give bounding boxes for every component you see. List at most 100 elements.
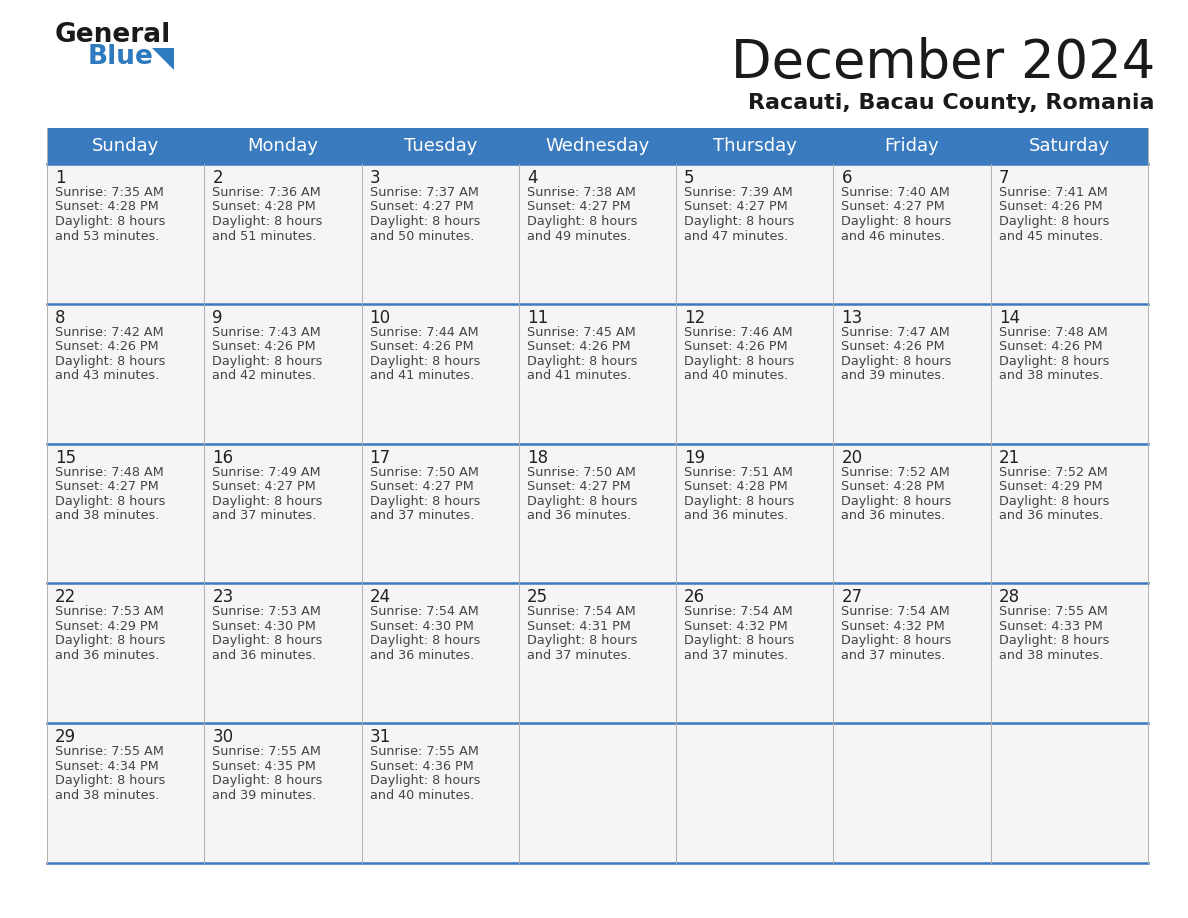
Bar: [48, 304, 1148, 443]
Text: and 51 minutes.: and 51 minutes.: [213, 230, 317, 242]
Text: Sunset: 4:27 PM: Sunset: 4:27 PM: [684, 200, 788, 214]
Text: 29: 29: [55, 728, 76, 746]
Text: Daylight: 8 hours: Daylight: 8 hours: [55, 215, 165, 228]
Text: Daylight: 8 hours: Daylight: 8 hours: [213, 634, 323, 647]
Text: Daylight: 8 hours: Daylight: 8 hours: [55, 774, 165, 788]
Text: Daylight: 8 hours: Daylight: 8 hours: [369, 215, 480, 228]
Text: 30: 30: [213, 728, 233, 746]
Text: Sunset: 4:29 PM: Sunset: 4:29 PM: [55, 620, 159, 633]
Text: Sunset: 4:27 PM: Sunset: 4:27 PM: [526, 480, 631, 493]
Text: 18: 18: [526, 449, 548, 466]
Text: and 38 minutes.: and 38 minutes.: [55, 789, 159, 801]
Text: Sunset: 4:26 PM: Sunset: 4:26 PM: [55, 341, 159, 353]
Text: and 36 minutes.: and 36 minutes.: [526, 509, 631, 522]
Text: Daylight: 8 hours: Daylight: 8 hours: [369, 495, 480, 508]
Text: Daylight: 8 hours: Daylight: 8 hours: [55, 495, 165, 508]
Text: and 39 minutes.: and 39 minutes.: [213, 789, 316, 801]
Text: and 47 minutes.: and 47 minutes.: [684, 230, 789, 242]
Text: Daylight: 8 hours: Daylight: 8 hours: [684, 215, 795, 228]
Text: Sunrise: 7:43 AM: Sunrise: 7:43 AM: [213, 326, 321, 339]
Text: Sunrise: 7:55 AM: Sunrise: 7:55 AM: [999, 605, 1107, 619]
Text: Sunrise: 7:51 AM: Sunrise: 7:51 AM: [684, 465, 794, 478]
Text: 4: 4: [526, 169, 537, 187]
Text: Racauti, Bacau County, Romania: Racauti, Bacau County, Romania: [748, 93, 1155, 113]
Bar: [48, 723, 1148, 863]
Text: Daylight: 8 hours: Daylight: 8 hours: [526, 354, 637, 368]
Text: Sunset: 4:33 PM: Sunset: 4:33 PM: [999, 620, 1102, 633]
Text: Wednesday: Wednesday: [545, 137, 650, 155]
Text: Sunrise: 7:48 AM: Sunrise: 7:48 AM: [999, 326, 1107, 339]
Text: and 36 minutes.: and 36 minutes.: [684, 509, 789, 522]
Text: Sunset: 4:36 PM: Sunset: 4:36 PM: [369, 760, 473, 773]
Text: Monday: Monday: [247, 137, 318, 155]
Text: Sunrise: 7:38 AM: Sunrise: 7:38 AM: [526, 186, 636, 199]
Text: Sunrise: 7:39 AM: Sunrise: 7:39 AM: [684, 186, 792, 199]
Text: 6: 6: [841, 169, 852, 187]
Text: Sunrise: 7:48 AM: Sunrise: 7:48 AM: [55, 465, 164, 478]
Text: 22: 22: [55, 588, 76, 607]
Text: and 36 minutes.: and 36 minutes.: [55, 649, 159, 662]
Text: 14: 14: [999, 308, 1019, 327]
Text: 2: 2: [213, 169, 223, 187]
Text: Daylight: 8 hours: Daylight: 8 hours: [369, 634, 480, 647]
Text: Sunrise: 7:53 AM: Sunrise: 7:53 AM: [55, 605, 164, 619]
Text: Sunrise: 7:54 AM: Sunrise: 7:54 AM: [526, 605, 636, 619]
Text: Daylight: 8 hours: Daylight: 8 hours: [213, 215, 323, 228]
Text: Sunset: 4:34 PM: Sunset: 4:34 PM: [55, 760, 159, 773]
Text: Daylight: 8 hours: Daylight: 8 hours: [369, 774, 480, 788]
Text: 10: 10: [369, 308, 391, 327]
Text: Sunrise: 7:36 AM: Sunrise: 7:36 AM: [213, 186, 321, 199]
Text: 9: 9: [213, 308, 223, 327]
Text: and 42 minutes.: and 42 minutes.: [213, 369, 316, 382]
Text: and 40 minutes.: and 40 minutes.: [369, 789, 474, 801]
Text: Daylight: 8 hours: Daylight: 8 hours: [999, 354, 1110, 368]
Text: Sunset: 4:30 PM: Sunset: 4:30 PM: [369, 620, 474, 633]
Text: and 40 minutes.: and 40 minutes.: [684, 369, 789, 382]
Text: 21: 21: [999, 449, 1020, 466]
Text: 23: 23: [213, 588, 234, 607]
Text: 16: 16: [213, 449, 233, 466]
Text: Sunset: 4:28 PM: Sunset: 4:28 PM: [841, 480, 946, 493]
Text: 3: 3: [369, 169, 380, 187]
Text: Daylight: 8 hours: Daylight: 8 hours: [841, 354, 952, 368]
Text: and 53 minutes.: and 53 minutes.: [55, 230, 159, 242]
Text: and 41 minutes.: and 41 minutes.: [369, 369, 474, 382]
Text: December 2024: December 2024: [731, 37, 1155, 89]
Text: and 39 minutes.: and 39 minutes.: [841, 369, 946, 382]
Text: Sunset: 4:27 PM: Sunset: 4:27 PM: [841, 200, 946, 214]
Text: and 36 minutes.: and 36 minutes.: [841, 509, 946, 522]
Text: Sunset: 4:28 PM: Sunset: 4:28 PM: [55, 200, 159, 214]
Text: Friday: Friday: [885, 137, 940, 155]
Text: Daylight: 8 hours: Daylight: 8 hours: [684, 354, 795, 368]
Text: 17: 17: [369, 449, 391, 466]
Text: Sunrise: 7:52 AM: Sunrise: 7:52 AM: [999, 465, 1107, 478]
Text: 1: 1: [55, 169, 65, 187]
Text: Sunset: 4:32 PM: Sunset: 4:32 PM: [841, 620, 946, 633]
Text: Daylight: 8 hours: Daylight: 8 hours: [684, 495, 795, 508]
Text: Sunset: 4:27 PM: Sunset: 4:27 PM: [526, 200, 631, 214]
Text: and 43 minutes.: and 43 minutes.: [55, 369, 159, 382]
Text: 12: 12: [684, 308, 706, 327]
Bar: [48, 128, 1148, 164]
Text: 7: 7: [999, 169, 1010, 187]
Text: 15: 15: [55, 449, 76, 466]
Text: Sunset: 4:32 PM: Sunset: 4:32 PM: [684, 620, 788, 633]
Text: 26: 26: [684, 588, 706, 607]
Text: and 37 minutes.: and 37 minutes.: [369, 509, 474, 522]
Text: 27: 27: [841, 588, 862, 607]
Text: Sunrise: 7:45 AM: Sunrise: 7:45 AM: [526, 326, 636, 339]
Text: Daylight: 8 hours: Daylight: 8 hours: [841, 215, 952, 228]
Text: Daylight: 8 hours: Daylight: 8 hours: [999, 634, 1110, 647]
Text: and 46 minutes.: and 46 minutes.: [841, 230, 946, 242]
Text: and 36 minutes.: and 36 minutes.: [369, 649, 474, 662]
Text: Daylight: 8 hours: Daylight: 8 hours: [55, 354, 165, 368]
Text: 11: 11: [526, 308, 548, 327]
Text: Tuesday: Tuesday: [404, 137, 476, 155]
Text: Sunrise: 7:46 AM: Sunrise: 7:46 AM: [684, 326, 792, 339]
Text: and 38 minutes.: and 38 minutes.: [55, 509, 159, 522]
Bar: [48, 443, 1148, 584]
Text: Sunset: 4:26 PM: Sunset: 4:26 PM: [684, 341, 788, 353]
Text: Sunday: Sunday: [91, 137, 159, 155]
Text: Sunrise: 7:41 AM: Sunrise: 7:41 AM: [999, 186, 1107, 199]
Text: Daylight: 8 hours: Daylight: 8 hours: [213, 495, 323, 508]
